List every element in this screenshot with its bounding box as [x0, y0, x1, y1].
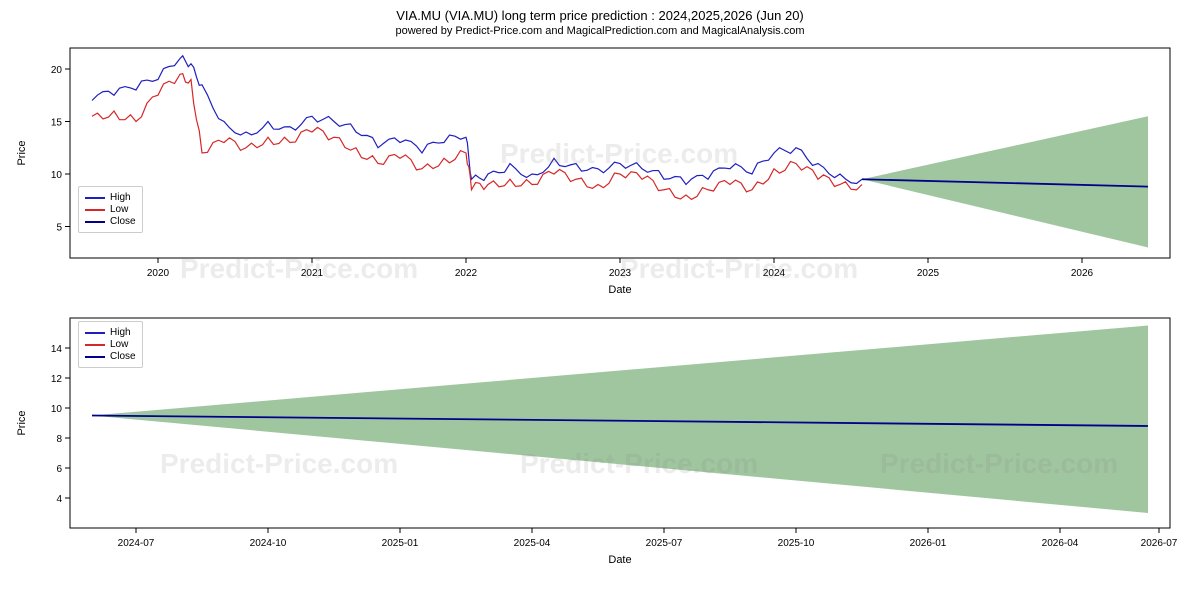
svg-text:20: 20	[51, 65, 63, 76]
svg-text:10: 10	[51, 404, 63, 415]
svg-text:15: 15	[51, 118, 63, 129]
legend-1: HighLowClose	[78, 186, 143, 233]
svg-text:2024-07: 2024-07	[118, 538, 155, 549]
legend-color-line	[85, 356, 105, 358]
svg-text:2023: 2023	[609, 268, 632, 279]
chart-title: VIA.MU (VIA.MU) long term price predicti…	[0, 0, 1200, 23]
legend-label: High	[110, 327, 131, 338]
svg-text:2025-01: 2025-01	[382, 538, 419, 549]
svg-text:2025-07: 2025-07	[646, 538, 683, 549]
svg-text:Price: Price	[16, 140, 28, 165]
legend-color-line	[85, 197, 105, 199]
svg-text:2025-10: 2025-10	[778, 538, 815, 549]
svg-text:10: 10	[51, 170, 63, 181]
svg-text:2026-04: 2026-04	[1042, 538, 1079, 549]
svg-text:2026: 2026	[1071, 268, 1094, 279]
svg-text:2021: 2021	[301, 268, 324, 279]
legend-item: Low	[85, 204, 136, 215]
legend-2: HighLowClose	[78, 321, 143, 368]
svg-text:2025-04: 2025-04	[514, 538, 551, 549]
legend-label: High	[110, 192, 131, 203]
legend-item: Low	[85, 339, 136, 350]
legend-item: Close	[85, 216, 136, 227]
svg-text:8: 8	[56, 434, 62, 445]
svg-text:2022: 2022	[455, 268, 478, 279]
legend-label: Low	[110, 339, 128, 350]
svg-text:6: 6	[56, 464, 62, 475]
chart-2-svg: 4 6 8 10 12 14 2024-07 2024-10 2025-01 2025-04 202…	[0, 313, 1200, 573]
svg-text:Price: Price	[16, 410, 28, 435]
svg-text:2026-01: 2026-01	[910, 538, 947, 549]
legend-color-line	[85, 209, 105, 211]
legend-item: Close	[85, 351, 136, 362]
svg-text:2024-10: 2024-10	[250, 538, 287, 549]
legend-label: Low	[110, 204, 128, 215]
svg-text:12: 12	[51, 374, 63, 385]
chart-1-container: 51015202020202120222023202420252026Price…	[0, 43, 1200, 303]
svg-text:2026-07: 2026-07	[1141, 538, 1178, 549]
legend-color-line	[85, 221, 105, 223]
legend-item: High	[85, 192, 136, 203]
svg-text:Date: Date	[608, 284, 631, 296]
legend-color-line	[85, 344, 105, 346]
svg-text:4: 4	[56, 494, 62, 505]
legend-color-line	[85, 332, 105, 334]
chart-2-container: 4 6 8 10 12 14 2024-07 2024-10 2025-01 2025-04 202…	[0, 313, 1200, 573]
svg-text:2020: 2020	[147, 268, 170, 279]
chart-subtitle: powered by Predict-Price.com and Magical…	[0, 23, 1200, 41]
svg-text:5: 5	[56, 223, 62, 234]
legend-label: Close	[110, 216, 136, 227]
chart-1-svg: 51015202020202120222023202420252026Price…	[0, 43, 1200, 303]
svg-text:14: 14	[51, 344, 63, 355]
legend-label: Close	[110, 351, 136, 362]
legend-item: High	[85, 327, 136, 338]
svg-text:Date: Date	[608, 554, 631, 566]
svg-text:2025: 2025	[917, 268, 940, 279]
svg-text:2024: 2024	[763, 268, 786, 279]
